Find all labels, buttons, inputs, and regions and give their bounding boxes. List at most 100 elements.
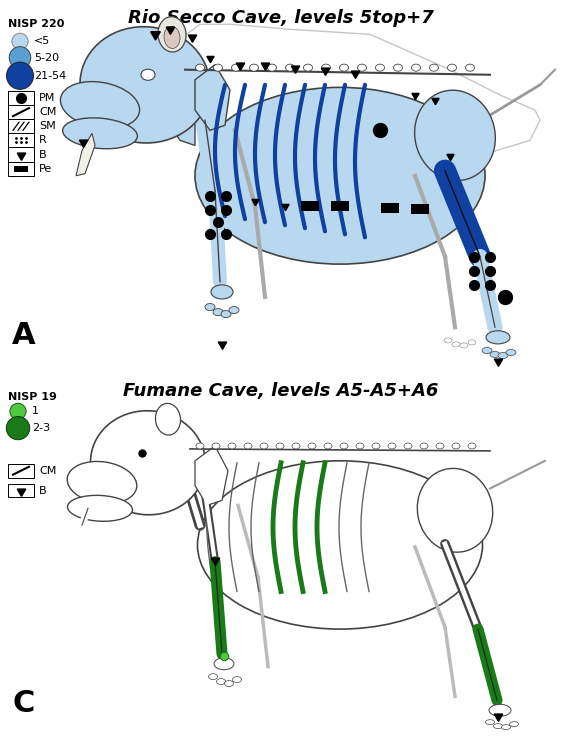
Ellipse shape — [232, 64, 241, 71]
Text: CM: CM — [39, 107, 56, 117]
Ellipse shape — [460, 343, 468, 348]
Ellipse shape — [221, 311, 231, 317]
Ellipse shape — [372, 443, 380, 449]
Text: 2-3: 2-3 — [32, 423, 50, 433]
Ellipse shape — [482, 348, 492, 354]
Text: 5-20: 5-20 — [34, 52, 59, 63]
Text: NISP 220: NISP 220 — [8, 19, 65, 30]
Ellipse shape — [420, 443, 428, 449]
Text: <5: <5 — [34, 36, 50, 46]
Ellipse shape — [197, 461, 483, 629]
Ellipse shape — [452, 342, 460, 347]
Ellipse shape — [62, 118, 137, 149]
Bar — [14, 165, 28, 172]
Polygon shape — [195, 65, 230, 131]
Ellipse shape — [444, 338, 452, 343]
Circle shape — [10, 403, 26, 419]
Circle shape — [9, 46, 31, 69]
Ellipse shape — [80, 27, 210, 143]
Bar — [411, 204, 429, 214]
Circle shape — [12, 33, 28, 49]
Text: NISP 19: NISP 19 — [8, 391, 57, 401]
Polygon shape — [76, 134, 95, 176]
Ellipse shape — [356, 443, 364, 449]
Ellipse shape — [393, 64, 402, 71]
Ellipse shape — [411, 64, 420, 71]
Bar — [8, 105, 34, 119]
Ellipse shape — [489, 704, 511, 716]
Ellipse shape — [501, 725, 510, 730]
Ellipse shape — [375, 64, 384, 71]
Ellipse shape — [205, 303, 215, 311]
Ellipse shape — [415, 90, 495, 181]
Text: Rio Secco Cave, levels 5top+7: Rio Secco Cave, levels 5top+7 — [128, 9, 434, 27]
Bar — [8, 483, 34, 497]
Ellipse shape — [324, 443, 332, 449]
Text: B: B — [39, 486, 47, 495]
Ellipse shape — [510, 722, 519, 727]
Ellipse shape — [308, 443, 316, 449]
Ellipse shape — [233, 677, 242, 683]
Ellipse shape — [214, 658, 234, 669]
Ellipse shape — [468, 340, 476, 345]
Text: SM: SM — [39, 121, 56, 131]
Ellipse shape — [209, 674, 217, 680]
Bar — [8, 119, 34, 134]
Ellipse shape — [164, 27, 180, 49]
Ellipse shape — [321, 64, 330, 71]
Text: C: C — [12, 689, 34, 718]
Ellipse shape — [268, 64, 277, 71]
Bar — [8, 134, 34, 148]
Circle shape — [6, 416, 30, 440]
Ellipse shape — [229, 306, 239, 314]
Text: B: B — [39, 150, 47, 159]
Text: 21-54: 21-54 — [34, 71, 66, 80]
Text: A: A — [12, 322, 35, 351]
Ellipse shape — [213, 308, 223, 316]
Ellipse shape — [90, 411, 206, 515]
Ellipse shape — [303, 64, 312, 71]
Bar — [8, 148, 34, 162]
Text: 1: 1 — [32, 407, 39, 416]
Ellipse shape — [340, 443, 348, 449]
Ellipse shape — [292, 443, 300, 449]
Ellipse shape — [506, 350, 516, 356]
Ellipse shape — [216, 679, 225, 685]
Ellipse shape — [250, 64, 259, 71]
Ellipse shape — [468, 443, 476, 449]
Ellipse shape — [493, 724, 502, 728]
Ellipse shape — [260, 443, 268, 449]
Bar — [301, 201, 319, 211]
Ellipse shape — [429, 64, 438, 71]
Ellipse shape — [196, 443, 204, 449]
Ellipse shape — [276, 443, 284, 449]
Ellipse shape — [465, 64, 474, 71]
Bar — [8, 162, 34, 176]
Ellipse shape — [214, 64, 223, 71]
Text: R: R — [39, 135, 47, 145]
Ellipse shape — [388, 443, 396, 449]
Bar — [8, 463, 34, 477]
Bar — [8, 91, 34, 105]
Ellipse shape — [339, 64, 348, 71]
Ellipse shape — [486, 331, 510, 344]
Text: Pe: Pe — [39, 164, 52, 173]
Ellipse shape — [67, 495, 133, 521]
Ellipse shape — [436, 443, 444, 449]
Ellipse shape — [224, 680, 233, 686]
Text: Fumane Cave, levels A5-A5+A6: Fumane Cave, levels A5-A5+A6 — [123, 382, 439, 399]
Ellipse shape — [228, 443, 236, 449]
Bar — [331, 201, 349, 211]
Ellipse shape — [196, 64, 205, 71]
Ellipse shape — [195, 87, 485, 264]
Polygon shape — [155, 69, 195, 145]
Ellipse shape — [452, 443, 460, 449]
Ellipse shape — [212, 443, 220, 449]
Ellipse shape — [417, 469, 493, 552]
Ellipse shape — [67, 461, 137, 504]
Ellipse shape — [60, 82, 139, 128]
Ellipse shape — [158, 17, 186, 52]
Ellipse shape — [141, 69, 155, 80]
Ellipse shape — [490, 351, 500, 357]
Ellipse shape — [447, 64, 456, 71]
